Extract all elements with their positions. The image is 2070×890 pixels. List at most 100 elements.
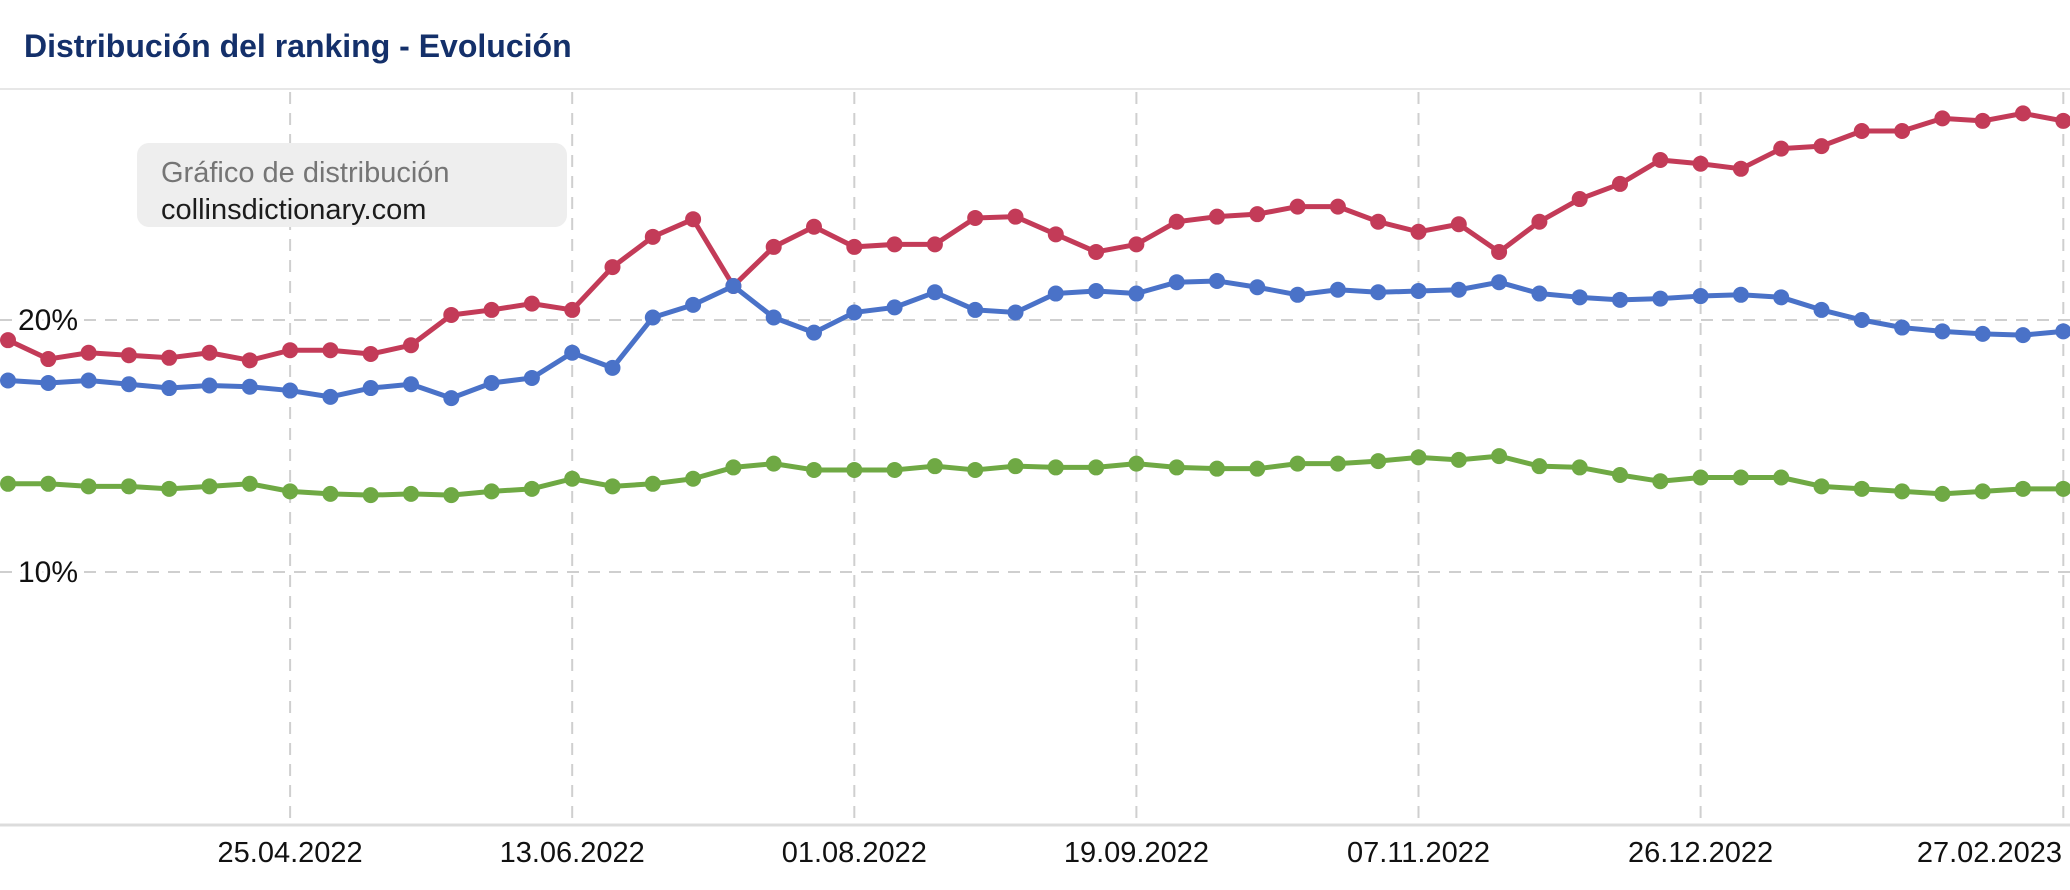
data-point[interactable] (0, 475, 16, 492)
data-point[interactable] (362, 487, 379, 504)
data-point[interactable] (1652, 151, 1669, 168)
data-point[interactable] (1571, 459, 1588, 476)
data-point[interactable] (1329, 281, 1346, 298)
data-point[interactable] (644, 309, 661, 326)
data-point[interactable] (322, 485, 339, 502)
data-point[interactable] (806, 218, 822, 235)
data-point[interactable] (322, 388, 339, 405)
data-point[interactable] (40, 351, 57, 368)
data-point[interactable] (1209, 208, 1225, 225)
data-point[interactable] (1894, 123, 1911, 139)
data-point[interactable] (282, 342, 299, 359)
data-point[interactable] (1168, 213, 1185, 230)
data-point[interactable] (1652, 290, 1669, 307)
data-point[interactable] (1410, 223, 1427, 240)
data-point[interactable] (1007, 208, 1024, 225)
data-point[interactable] (1249, 460, 1266, 477)
data-point[interactable] (564, 301, 581, 318)
data-point[interactable] (201, 478, 218, 495)
data-point[interactable] (161, 380, 178, 397)
data-point[interactable] (886, 461, 903, 478)
data-point[interactable] (967, 209, 984, 226)
data-point[interactable] (1209, 460, 1225, 477)
data-point[interactable] (1209, 272, 1225, 289)
data-point[interactable] (806, 461, 822, 478)
data-point[interactable] (1168, 274, 1185, 291)
data-point[interactable] (523, 480, 540, 497)
data-point[interactable] (1370, 284, 1387, 301)
data-point[interactable] (725, 277, 742, 294)
data-point[interactable] (443, 306, 460, 323)
data-point[interactable] (40, 375, 57, 391)
data-point[interactable] (0, 332, 16, 349)
data-point[interactable] (2015, 480, 2031, 497)
data-point[interactable] (40, 475, 57, 492)
data-point[interactable] (1128, 236, 1145, 253)
data-point[interactable] (322, 342, 339, 359)
data-point[interactable] (1853, 123, 1870, 139)
data-point[interactable] (1934, 323, 1951, 340)
data-point[interactable] (483, 301, 500, 318)
data-point[interactable] (1612, 466, 1628, 483)
data-point[interactable] (1047, 226, 1064, 243)
data-point[interactable] (1007, 458, 1024, 475)
data-point[interactable] (926, 284, 943, 301)
data-point[interactable] (564, 470, 581, 487)
data-point[interactable] (1773, 289, 1790, 306)
data-point[interactable] (2055, 112, 2070, 129)
data-point[interactable] (1410, 449, 1427, 466)
data-point[interactable] (0, 372, 16, 389)
data-point[interactable] (201, 377, 218, 394)
data-point[interactable] (846, 304, 863, 321)
data-point[interactable] (523, 295, 540, 312)
data-point[interactable] (483, 375, 500, 391)
data-point[interactable] (282, 483, 299, 500)
data-point[interactable] (443, 487, 460, 504)
data-point[interactable] (806, 324, 822, 341)
data-point[interactable] (161, 349, 178, 366)
data-point[interactable] (403, 485, 419, 502)
data-point[interactable] (1289, 198, 1306, 215)
data-point[interactable] (1370, 213, 1387, 230)
data-point[interactable] (282, 382, 299, 399)
data-point[interactable] (1128, 455, 1145, 472)
data-point[interactable] (926, 458, 943, 475)
data-point[interactable] (1491, 274, 1508, 291)
data-point[interactable] (1773, 469, 1790, 486)
data-point[interactable] (967, 301, 984, 318)
data-point[interactable] (1571, 289, 1588, 306)
data-point[interactable] (1692, 288, 1709, 305)
data-point[interactable] (1974, 325, 1991, 342)
data-point[interactable] (967, 461, 984, 478)
data-point[interactable] (120, 347, 137, 364)
data-point[interactable] (1732, 286, 1749, 303)
data-point[interactable] (1450, 281, 1467, 298)
data-point[interactable] (483, 483, 500, 500)
data-point[interactable] (604, 259, 621, 276)
data-point[interactable] (161, 480, 178, 497)
data-point[interactable] (1813, 301, 1830, 318)
data-point[interactable] (80, 372, 97, 389)
data-point[interactable] (1853, 480, 1870, 497)
data-point[interactable] (120, 376, 137, 393)
data-point[interactable] (120, 478, 137, 495)
data-point[interactable] (685, 470, 702, 487)
data-point[interactable] (1289, 455, 1306, 472)
data-point[interactable] (241, 475, 258, 492)
data-point[interactable] (1974, 483, 1991, 500)
data-point[interactable] (644, 475, 661, 492)
data-point[interactable] (1813, 138, 1830, 155)
data-point[interactable] (886, 236, 903, 253)
data-point[interactable] (1773, 140, 1790, 157)
data-point[interactable] (1732, 469, 1749, 486)
data-point[interactable] (1934, 485, 1951, 502)
data-point[interactable] (846, 461, 863, 478)
data-point[interactable] (644, 228, 661, 245)
data-point[interactable] (1289, 286, 1306, 303)
data-point[interactable] (2055, 480, 2070, 497)
data-point[interactable] (765, 309, 782, 326)
data-point[interactable] (201, 344, 218, 361)
data-point[interactable] (241, 378, 258, 395)
